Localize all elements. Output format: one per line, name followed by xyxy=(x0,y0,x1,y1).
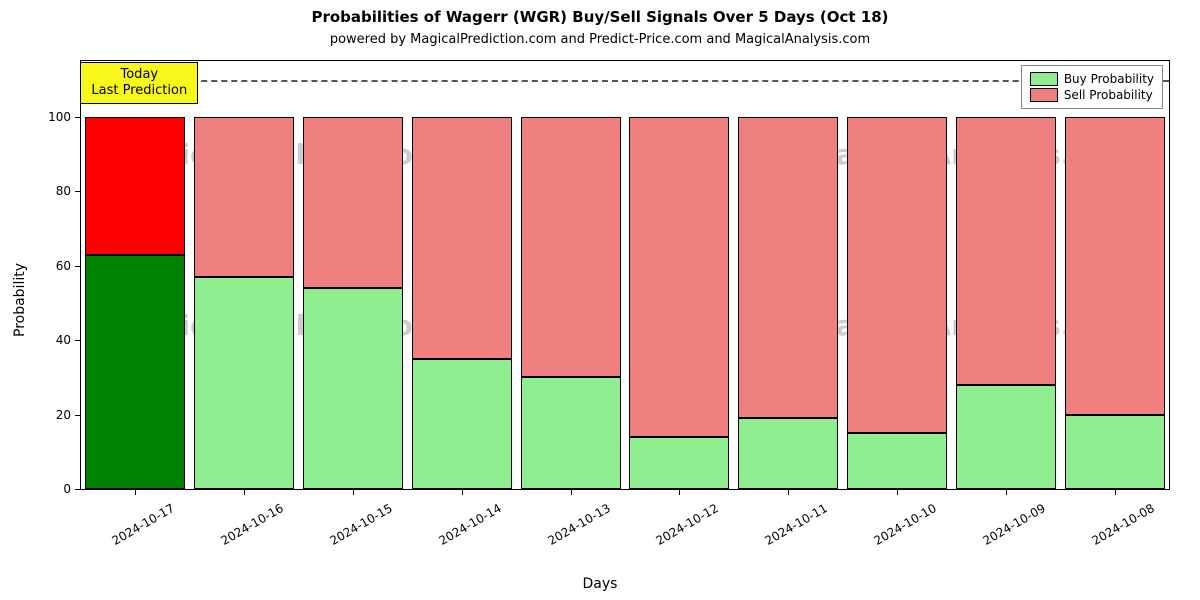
bar-sell xyxy=(521,117,621,378)
bar-sell xyxy=(303,117,403,288)
xtick-label: 2024-10-09 xyxy=(980,501,1047,548)
callout-line: Last Prediction xyxy=(91,83,187,99)
chart-subtitle: powered by MagicalPrediction.com and Pre… xyxy=(0,32,1200,47)
xtick-mark xyxy=(244,489,245,495)
xtick-mark xyxy=(353,489,354,495)
bar-group xyxy=(629,117,729,489)
bar-buy xyxy=(1065,415,1165,489)
xtick-label: 2024-10-12 xyxy=(654,501,721,548)
bar-group xyxy=(956,117,1056,489)
legend-swatch-sell xyxy=(1030,88,1058,102)
bar-buy xyxy=(629,437,729,489)
ytick-label: 20 xyxy=(56,408,71,422)
xtick-mark xyxy=(1115,489,1116,495)
ytick-label: 60 xyxy=(56,259,71,273)
callout-line: Today xyxy=(91,67,187,83)
xtick-mark xyxy=(571,489,572,495)
xtick-label: 2024-10-11 xyxy=(763,501,830,548)
xtick-label: 2024-10-08 xyxy=(1089,501,1156,548)
ytick-mark xyxy=(75,415,81,416)
legend-item: Buy Probability xyxy=(1030,72,1154,86)
bar-buy xyxy=(738,418,838,489)
bar-buy xyxy=(521,377,621,489)
xtick-mark xyxy=(1006,489,1007,495)
xtick-mark xyxy=(897,489,898,495)
bar-sell xyxy=(194,117,294,277)
xtick-mark xyxy=(462,489,463,495)
bar-sell xyxy=(956,117,1056,385)
chart-container: Probabilities of Wagerr (WGR) Buy/Sell S… xyxy=(0,0,1200,600)
bar-group xyxy=(521,117,621,489)
legend-swatch-buy xyxy=(1030,72,1058,86)
xtick-mark xyxy=(135,489,136,495)
y-axis-label: Probability xyxy=(12,263,28,337)
ytick-label: 40 xyxy=(56,333,71,347)
xtick-label: 2024-10-15 xyxy=(327,501,394,548)
bar-buy xyxy=(194,277,294,489)
bar-buy xyxy=(303,288,403,489)
xtick-label: 2024-10-10 xyxy=(871,501,938,548)
xtick-mark xyxy=(679,489,680,495)
bar-group xyxy=(738,117,838,489)
bar-group xyxy=(847,117,947,489)
bar-group xyxy=(1065,117,1165,489)
bar-buy xyxy=(956,385,1056,489)
plot-area: MagicalAnalysis.com MagicalAnalysis.com … xyxy=(80,60,1170,490)
bar-group xyxy=(85,117,185,489)
ytick-mark xyxy=(75,489,81,490)
chart-title: Probabilities of Wagerr (WGR) Buy/Sell S… xyxy=(0,8,1200,26)
legend-item: Sell Probability xyxy=(1030,88,1154,102)
bar-group xyxy=(194,117,294,489)
bar-sell xyxy=(1065,117,1165,415)
bars-layer xyxy=(81,61,1169,489)
legend-label: Sell Probability xyxy=(1064,88,1153,102)
threshold-line xyxy=(81,80,1169,82)
bar-sell xyxy=(412,117,512,359)
bar-sell xyxy=(847,117,947,433)
bar-buy xyxy=(85,255,185,489)
x-axis-label: Days xyxy=(0,576,1200,592)
xtick-label: 2024-10-16 xyxy=(219,501,286,548)
xtick-mark xyxy=(788,489,789,495)
ytick-mark xyxy=(75,191,81,192)
bar-sell xyxy=(85,117,185,255)
legend-label: Buy Probability xyxy=(1064,72,1154,86)
bar-group xyxy=(303,117,403,489)
xtick-label: 2024-10-13 xyxy=(545,501,612,548)
ytick-label: 0 xyxy=(63,482,71,496)
bar-sell xyxy=(629,117,729,437)
bar-buy xyxy=(412,359,512,489)
today-callout: Today Last Prediction xyxy=(80,62,198,105)
xtick-label: 2024-10-17 xyxy=(110,501,177,548)
xtick-label: 2024-10-14 xyxy=(436,501,503,548)
ytick-mark xyxy=(75,117,81,118)
ytick-label: 100 xyxy=(48,110,71,124)
ytick-mark xyxy=(75,266,81,267)
ytick-label: 80 xyxy=(56,184,71,198)
bar-sell xyxy=(738,117,838,418)
legend: Buy Probability Sell Probability xyxy=(1021,65,1163,109)
ytick-mark xyxy=(75,340,81,341)
bar-group xyxy=(412,117,512,489)
bar-buy xyxy=(847,433,947,489)
